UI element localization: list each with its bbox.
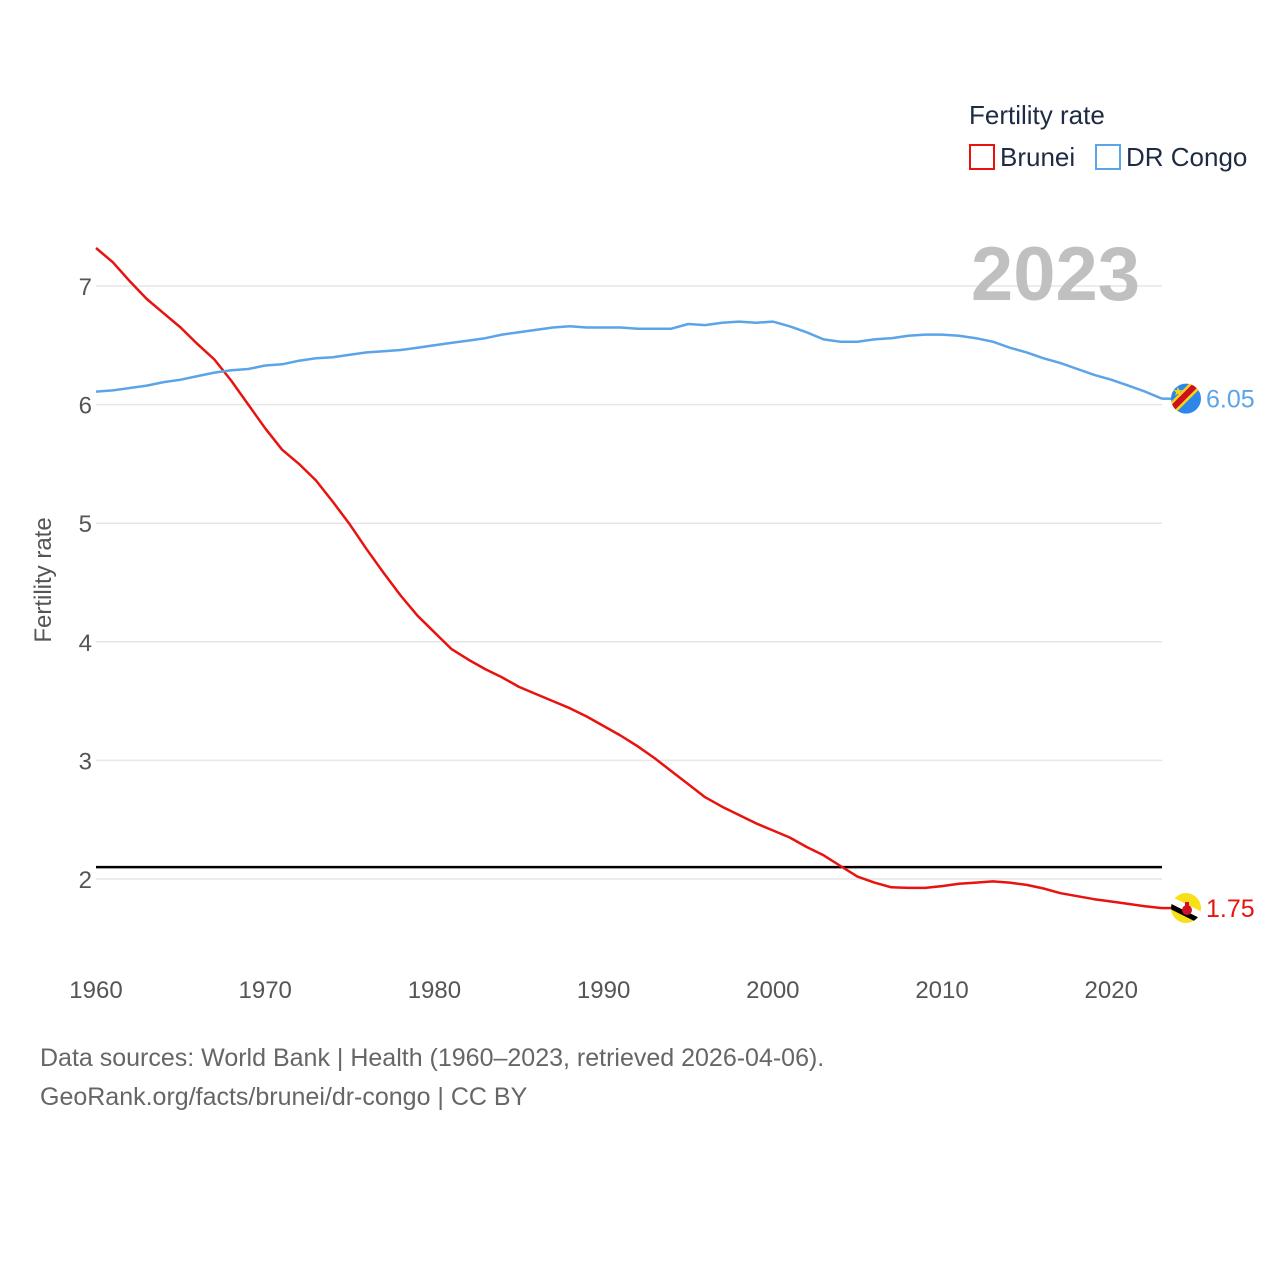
brunei-flag-icon — [1171, 893, 1201, 924]
x-tick-label: 1960 — [69, 977, 122, 1004]
x-tick-label: 2020 — [1085, 977, 1138, 1004]
y-tick-label: 4 — [79, 630, 92, 657]
series-lines — [95, 247, 1174, 910]
y-axis-title: Fertility rate — [30, 517, 57, 642]
y-axis-ticks: 2 3 4 5 6 7 — [79, 274, 92, 894]
legend-label-dr-congo: DR Congo — [1126, 142, 1247, 172]
y-tick-label: 7 — [79, 274, 92, 301]
y-tick-label: 3 — [79, 748, 92, 775]
x-tick-label: 1980 — [408, 977, 461, 1004]
grid-lines — [96, 285, 1162, 880]
y-tick-label: 6 — [79, 393, 92, 420]
legend-swatch-dr-congo — [1095, 144, 1121, 170]
dr-congo-flag-icon — [1171, 383, 1201, 414]
dr-congo-line — [95, 320, 1163, 400]
y-tick-label: 2 — [79, 867, 92, 894]
legend-item-brunei[interactable]: Brunei — [969, 142, 1075, 172]
brunei-end-value: 1.75 — [1206, 895, 1255, 923]
footer-credit-link[interactable]: GeoRank.org/facts/brunei/dr-congo | CC B… — [40, 1083, 528, 1111]
y-tick-label: 5 — [79, 511, 92, 538]
x-tick-label: 1990 — [577, 977, 630, 1004]
legend-swatch-brunei — [969, 144, 995, 170]
x-tick-label: 2000 — [746, 977, 799, 1004]
x-tick-label: 1970 — [239, 977, 292, 1004]
legend-label-brunei: Brunei — [1000, 142, 1075, 172]
footer-sources: Data sources: World Bank | Health (1960–… — [40, 1044, 825, 1072]
x-tick-label: 2010 — [915, 977, 968, 1004]
x-axis-ticks: 1960 1970 1980 1990 2000 2010 2020 — [69, 977, 1138, 1004]
legend-item-dr-congo[interactable]: DR Congo — [1095, 142, 1247, 172]
current-year-label: 2023 — [971, 232, 1140, 317]
dr-congo-end-value: 6.05 — [1206, 386, 1255, 414]
brunei-line — [95, 247, 1163, 910]
legend[interactable]: Fertility rate Brunei DR Congo — [969, 100, 1247, 172]
legend-title: Fertility rate — [969, 100, 1105, 130]
